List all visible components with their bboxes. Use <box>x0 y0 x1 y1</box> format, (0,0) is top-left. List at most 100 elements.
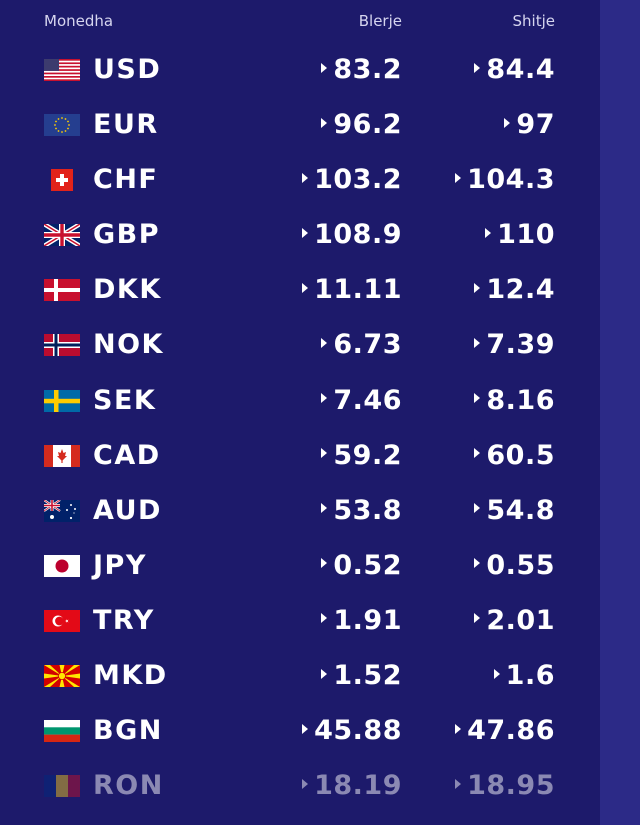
rate-row-nok: NOK 6.73 7.39 <box>0 319 600 374</box>
triangle-right-icon <box>321 448 328 459</box>
currency-code: AUD <box>93 494 162 526</box>
gb-flag-icon <box>44 224 80 247</box>
triangle-right-icon <box>321 558 328 569</box>
triangle-right-icon <box>455 723 462 734</box>
triangle-right-icon <box>321 337 328 348</box>
triangle-right-icon <box>302 227 309 238</box>
eu-flag-icon <box>44 114 80 137</box>
sell-rate: 0.55 <box>474 550 555 581</box>
sell-rate: 12.4 <box>474 274 555 305</box>
ch-flag-icon <box>44 169 80 192</box>
currency-code: GBP <box>93 219 161 251</box>
ca-flag-icon <box>44 444 80 467</box>
buy-rate: 18.19 <box>302 770 402 801</box>
currency-code: JPY <box>93 549 147 581</box>
triangle-right-icon <box>302 282 309 293</box>
triangle-right-icon <box>302 778 309 789</box>
buy-rate: 45.88 <box>302 715 402 746</box>
sell-rate: 1.6 <box>493 660 555 691</box>
triangle-right-icon <box>493 668 500 679</box>
sell-rate: 110 <box>485 219 555 250</box>
header-buy: Blerje <box>358 12 402 30</box>
buy-rate: 53.8 <box>321 495 402 526</box>
rate-row-dkk: DKK 11.11 12.4 <box>0 264 600 319</box>
triangle-right-icon <box>302 723 309 734</box>
rate-row-chf: CHF 103.2 104.3 <box>0 154 600 209</box>
dk-flag-icon <box>44 279 80 302</box>
triangle-right-icon <box>485 227 492 238</box>
se-flag-icon <box>44 389 80 412</box>
tr-flag-icon <box>44 609 80 632</box>
buy-rate: 83.2 <box>321 54 402 85</box>
buy-rate: 1.52 <box>321 660 402 691</box>
exchange-rates-panel: Monedha Blerje Shitje USD 83.2 <box>0 0 600 815</box>
triangle-right-icon <box>474 282 481 293</box>
triangle-right-icon <box>474 448 481 459</box>
currency-code: NOK <box>93 329 164 361</box>
triangle-right-icon <box>321 393 328 404</box>
triangle-right-icon <box>474 558 481 569</box>
buy-rate: 59.2 <box>321 440 402 471</box>
currency-code: CHF <box>93 164 159 196</box>
currency-code: TRY <box>93 604 155 636</box>
rate-row-bgn: BGN 45.88 47.86 <box>0 705 600 760</box>
jp-flag-icon <box>44 554 80 577</box>
triangle-right-icon <box>474 503 481 514</box>
sell-rate: 54.8 <box>474 495 555 526</box>
currency-code: SEK <box>93 384 157 416</box>
buy-rate: 96.2 <box>321 109 402 140</box>
table-header: Monedha Blerje Shitje <box>0 0 600 42</box>
sell-rate: 18.95 <box>455 770 555 801</box>
rate-row-aud: AUD 53.8 54.8 <box>0 485 600 540</box>
sell-rate: 97 <box>504 109 555 140</box>
triangle-right-icon <box>321 503 328 514</box>
us-flag-icon <box>44 59 80 81</box>
au-flag-icon <box>44 499 80 522</box>
sell-rate: 104.3 <box>455 164 555 195</box>
mk-flag-icon <box>44 665 80 688</box>
header-currency: Monedha <box>44 12 114 30</box>
rate-row-usd: USD 83.2 84.4 <box>0 44 600 99</box>
buy-rate: 108.9 <box>302 219 402 250</box>
rate-row-ron: RON 18.19 18.95 <box>0 760 600 815</box>
rate-row-gbp: GBP 108.9 110 <box>0 209 600 264</box>
currency-code: DKK <box>93 274 162 306</box>
triangle-right-icon <box>455 778 462 789</box>
sell-rate: 60.5 <box>474 440 555 471</box>
triangle-right-icon <box>474 62 481 73</box>
currency-code: USD <box>93 54 162 85</box>
buy-rate: 11.11 <box>302 274 402 305</box>
currency-code: BGN <box>93 715 163 747</box>
triangle-right-icon <box>474 393 481 404</box>
rate-row-jpy: JPY 0.52 0.55 <box>0 540 600 595</box>
sell-rate: 2.01 <box>474 605 555 636</box>
sell-rate: 84.4 <box>474 54 555 85</box>
side-strip <box>600 0 640 825</box>
triangle-right-icon <box>302 172 309 183</box>
buy-rate: 1.91 <box>321 605 402 636</box>
currency-code: MKD <box>93 660 168 692</box>
sell-rate: 7.39 <box>474 329 555 360</box>
buy-rate: 0.52 <box>321 550 402 581</box>
currency-code: EUR <box>93 109 159 141</box>
rate-row-eur: EUR 96.2 97 <box>0 99 600 154</box>
header-sell: Shitje <box>512 12 555 30</box>
rate-row-mkd: MKD 1.52 1.6 <box>0 650 600 705</box>
triangle-right-icon <box>321 117 328 128</box>
rate-row-sek: SEK 7.46 8.16 <box>0 375 600 430</box>
triangle-right-icon <box>474 337 481 348</box>
rates-list: USD 83.2 84.4 EUR <box>0 44 600 815</box>
triangle-right-icon <box>321 668 328 679</box>
triangle-right-icon <box>321 62 328 73</box>
triangle-right-icon <box>455 172 462 183</box>
rate-row-try: TRY 1.91 2.01 <box>0 595 600 650</box>
buy-rate: 6.73 <box>321 329 402 360</box>
triangle-right-icon <box>321 613 328 624</box>
triangle-right-icon <box>504 117 511 128</box>
currency-code: RON <box>93 770 164 802</box>
sell-rate: 8.16 <box>474 385 555 416</box>
ro-flag-icon <box>44 775 80 798</box>
buy-rate: 103.2 <box>302 164 402 195</box>
triangle-right-icon <box>474 613 481 624</box>
currency-code: CAD <box>93 439 161 471</box>
